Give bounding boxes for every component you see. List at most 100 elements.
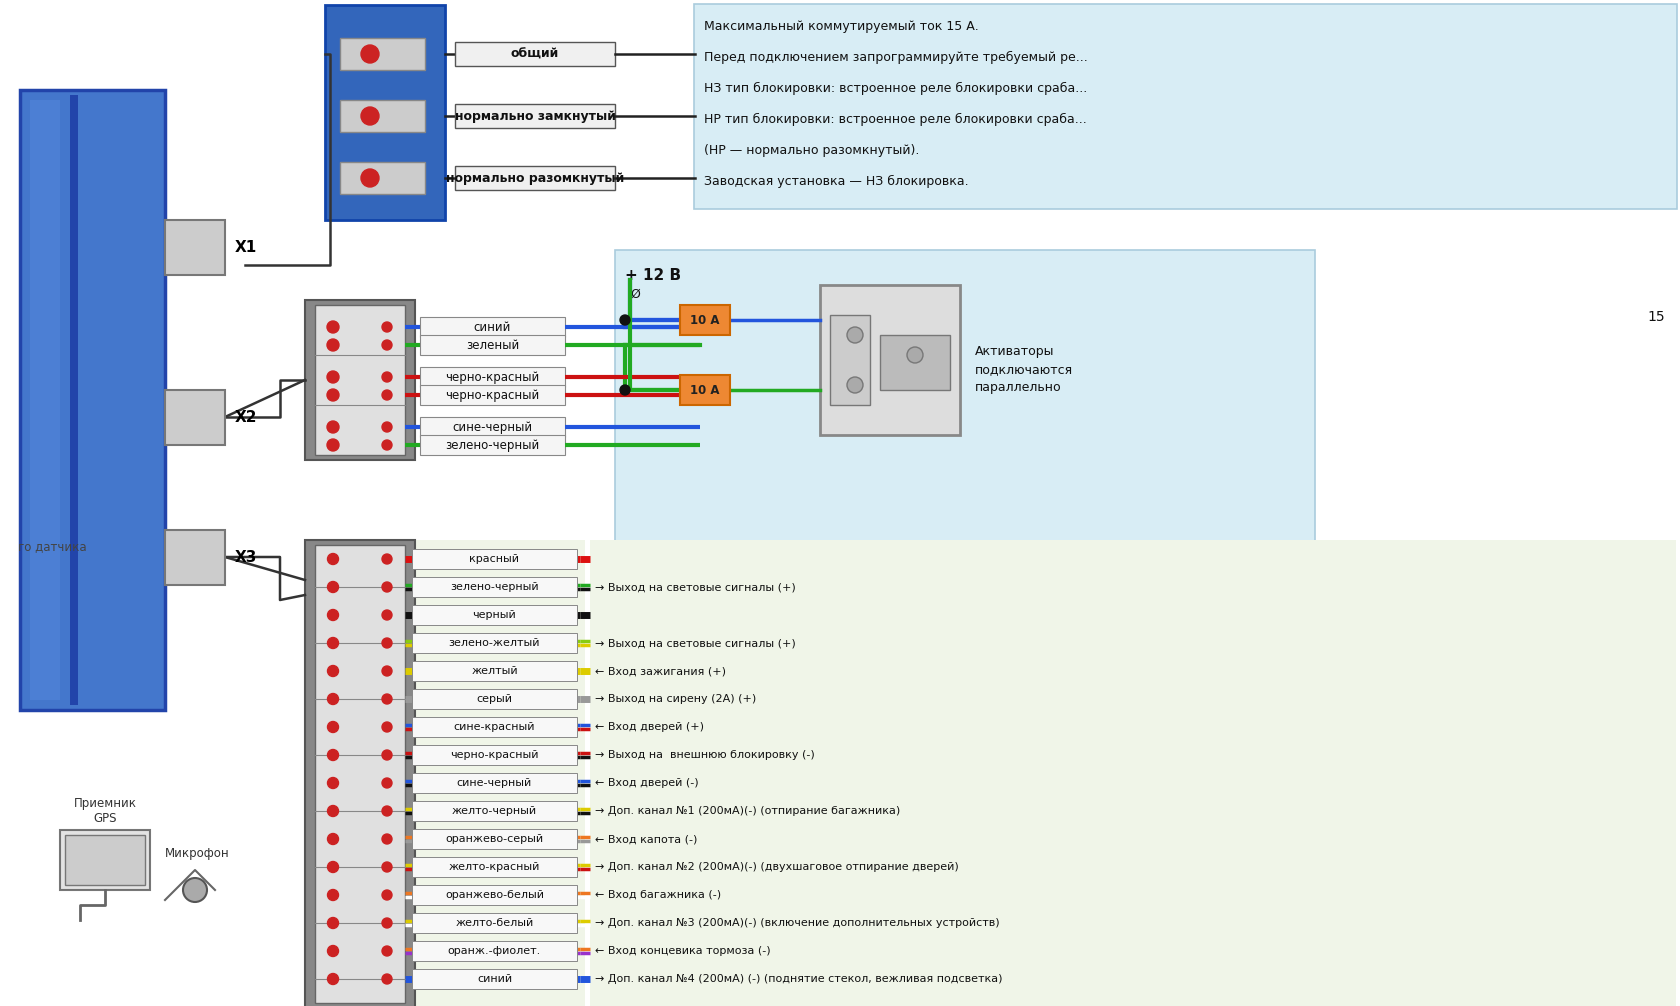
Circle shape <box>328 339 339 351</box>
Circle shape <box>361 107 378 125</box>
Text: черно-красный: черно-красный <box>445 370 539 383</box>
Circle shape <box>328 778 338 789</box>
Bar <box>165 390 225 445</box>
Circle shape <box>328 666 338 676</box>
Text: Активаторы
подключаются
параллельно: Активаторы подключаются параллельно <box>974 345 1072 394</box>
Circle shape <box>381 750 391 760</box>
Circle shape <box>328 946 338 957</box>
Bar <box>420 367 564 387</box>
Text: → Выход на световые сигналы (+): → Выход на световые сигналы (+) <box>595 582 795 592</box>
Text: нормально замкнутый: нормально замкнутый <box>454 110 615 123</box>
Bar <box>412 885 576 905</box>
Text: зелено-черный: зелено-черный <box>450 582 539 592</box>
Text: синий: синий <box>474 321 511 334</box>
Bar <box>694 4 1677 209</box>
Text: черно-красный: черно-красный <box>450 750 538 760</box>
Bar <box>412 633 576 653</box>
Text: НЗ тип блокировки: встроенное реле блокировки сраба...: НЗ тип блокировки: встроенное реле блоки… <box>704 82 1087 96</box>
Circle shape <box>328 889 338 900</box>
Circle shape <box>381 554 391 564</box>
Bar <box>680 375 729 405</box>
Circle shape <box>328 371 339 383</box>
Text: сине-черный: сине-черный <box>457 778 533 788</box>
Bar <box>339 162 425 194</box>
Bar <box>420 335 564 355</box>
Text: 10 А: 10 А <box>690 383 719 396</box>
Circle shape <box>381 694 391 704</box>
Bar <box>455 166 615 190</box>
Circle shape <box>328 834 338 844</box>
Text: сине-красный: сине-красный <box>454 722 534 732</box>
Bar <box>30 100 60 700</box>
Text: ← Вход капота (-): ← Вход капота (-) <box>595 834 697 844</box>
Circle shape <box>328 321 339 333</box>
Circle shape <box>328 693 338 704</box>
Bar <box>410 540 585 1006</box>
Circle shape <box>381 422 391 432</box>
Bar <box>412 857 576 877</box>
Bar <box>412 689 576 709</box>
Text: Перед подключением запрограммируйте требуемый ре...: Перед подключением запрограммируйте треб… <box>704 51 1087 64</box>
Text: → Доп. канал №4 (200мА) (-) (поднятие стекол, вежливая подсветка): → Доп. канал №4 (200мА) (-) (поднятие ст… <box>595 974 1001 984</box>
Text: → Доп. канал №3 (200мА)(-) (включение дополнительных устройств): → Доп. канал №3 (200мА)(-) (включение до… <box>595 918 1000 928</box>
Circle shape <box>847 377 862 393</box>
Text: го датчика: го датчика <box>18 540 87 553</box>
Text: черный: черный <box>472 610 516 620</box>
Circle shape <box>381 340 391 350</box>
Bar <box>879 335 949 390</box>
Circle shape <box>381 440 391 450</box>
Text: → Доп. канал №2 (200мА)(-) (двухшаговое отпирание дверей): → Доп. канал №2 (200мА)(-) (двухшаговое … <box>595 862 958 872</box>
Bar <box>324 5 445 220</box>
Circle shape <box>328 610 338 621</box>
Text: сине-черный: сине-черный <box>452 421 533 434</box>
Bar <box>339 38 425 70</box>
Bar <box>412 661 576 681</box>
Circle shape <box>328 553 338 564</box>
Bar <box>412 773 576 793</box>
Text: НР тип блокировки: встроенное реле блокировки сраба...: НР тип блокировки: встроенное реле блоки… <box>704 113 1085 126</box>
Circle shape <box>183 878 207 902</box>
Bar <box>412 717 576 737</box>
Circle shape <box>361 45 378 63</box>
Bar <box>455 104 615 128</box>
Text: → Выход на световые сигналы (+): → Выход на световые сигналы (+) <box>595 638 795 648</box>
Bar <box>71 95 77 705</box>
Bar <box>412 605 576 625</box>
Bar <box>420 417 564 437</box>
Circle shape <box>328 439 339 451</box>
Text: X1: X1 <box>235 239 257 255</box>
Bar <box>820 285 959 435</box>
Circle shape <box>907 347 922 363</box>
Text: + 12 В: + 12 В <box>625 268 680 283</box>
Circle shape <box>361 169 378 187</box>
Text: зелено-желтый: зелено-желтый <box>449 638 539 648</box>
Circle shape <box>381 862 391 872</box>
Bar <box>20 90 165 710</box>
Text: оранжево-белый: оранжево-белый <box>445 890 544 900</box>
Text: → Выход на сирену (2А) (+): → Выход на сирену (2А) (+) <box>595 694 756 704</box>
Circle shape <box>328 581 338 593</box>
Circle shape <box>381 918 391 928</box>
Bar <box>680 305 729 335</box>
Bar <box>412 941 576 961</box>
Bar <box>412 577 576 597</box>
Circle shape <box>381 946 391 956</box>
Bar <box>412 913 576 933</box>
Text: X2: X2 <box>235 409 257 425</box>
Circle shape <box>381 834 391 844</box>
Text: ← Вход багажника (-): ← Вход багажника (-) <box>595 890 721 900</box>
Text: 15: 15 <box>1646 310 1663 324</box>
Text: желто-красный: желто-красный <box>449 862 539 872</box>
Bar <box>830 315 870 405</box>
Bar <box>60 830 150 890</box>
Bar <box>165 530 225 585</box>
Text: красный: красный <box>469 554 519 564</box>
Text: ← Вход концевика тормоза (-): ← Вход концевика тормоза (-) <box>595 946 769 956</box>
Text: оранж.-фиолет.: оранж.-фиолет. <box>447 946 541 956</box>
Bar <box>412 745 576 765</box>
Bar <box>412 801 576 821</box>
Bar <box>420 385 564 405</box>
Text: → Выход на  внешнюю блокировку (-): → Выход на внешнюю блокировку (-) <box>595 750 815 760</box>
Bar <box>420 435 564 455</box>
Circle shape <box>381 890 391 900</box>
